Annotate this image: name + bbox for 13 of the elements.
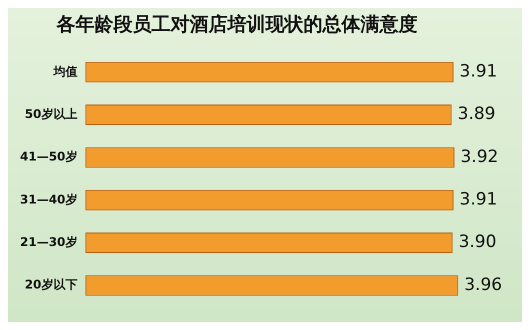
y-tick-label: 均值 [52,64,78,78]
chart-title: 各年龄段员工对酒店培训现状的总体满意度 [56,13,418,36]
y-tick-label: 41—50岁 [20,150,78,164]
y-tick-label: 21—30岁 [20,234,78,249]
y-tick-label: 50岁以上 [24,106,78,121]
data-label: 3.91 [460,190,498,210]
data-label: 3.89 [458,104,496,124]
y-tick-label: 20岁以下 [24,278,78,292]
data-label: 3.91 [460,62,498,82]
data-label: 3.96 [464,274,502,295]
y-tick-label: 31—40岁 [20,192,78,206]
data-label: 3.90 [458,232,496,252]
data-label: 3.92 [460,146,498,167]
